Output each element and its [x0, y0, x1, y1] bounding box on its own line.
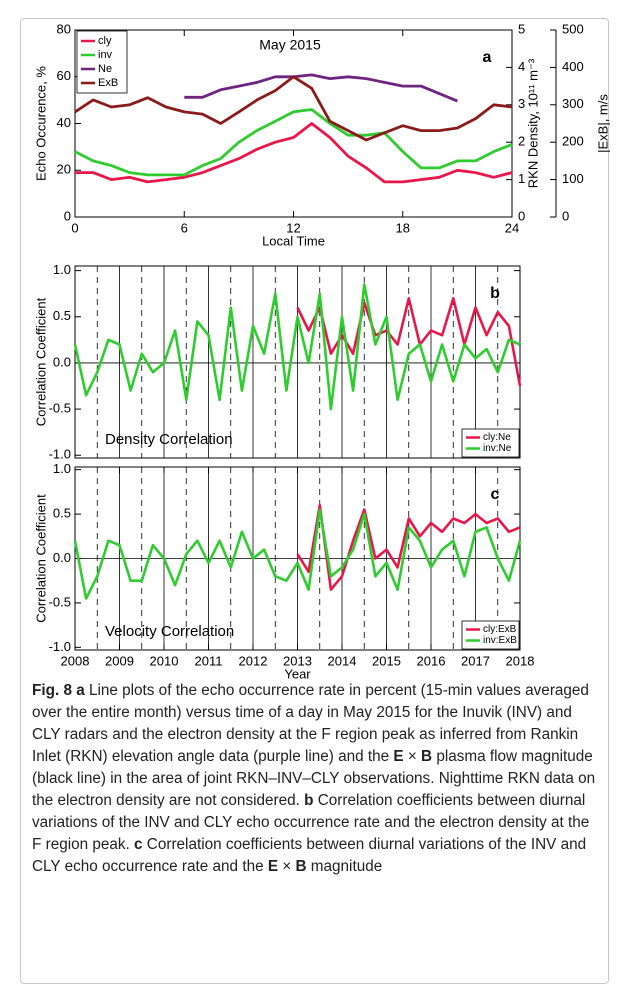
caption-text: Correlation coefficients between diurnal… — [32, 792, 590, 853]
x-tick-label: 2016 — [417, 653, 446, 668]
x-tick-label: 2013 — [283, 653, 312, 668]
y-tick-label: 0 — [518, 208, 525, 223]
x-axis-title: Local Time — [262, 233, 325, 248]
caption: Fig. 8 a Line plots of the echo occurren… — [32, 680, 602, 878]
caption-text: × — [278, 858, 296, 875]
y-tick-label: -0.5 — [49, 401, 71, 416]
series-line — [74, 75, 513, 142]
caption-text: B — [421, 748, 433, 765]
axis-title: Echo Occurence, % — [33, 66, 48, 181]
axis-title: RKN Density, 10¹¹ m⁻³ — [525, 58, 540, 188]
caption-text: × — [403, 748, 422, 765]
y-tick-label: 80 — [57, 21, 71, 36]
y-tick-label: 0.5 — [53, 506, 71, 521]
y-tick-label: 1.0 — [53, 262, 71, 277]
panel-label: c — [491, 486, 500, 503]
x-tick-label: 2010 — [150, 653, 179, 668]
x-axis-title: Year — [284, 666, 311, 680]
series-line — [75, 122, 513, 184]
y-tick-label: 0 — [562, 208, 569, 223]
axis-title: Correlation Coefficient — [33, 494, 48, 623]
caption-text: E — [267, 858, 279, 875]
caption-text: E — [393, 748, 404, 765]
y-tick-label: 1.0 — [53, 461, 71, 476]
plot-frame — [74, 29, 513, 218]
axis-title: Correlation Coefficient — [33, 297, 48, 426]
y-tick-label: 1 — [518, 171, 525, 186]
y-tick-label: 0 — [64, 208, 71, 223]
caption-text: Fig. 8 a — [32, 682, 85, 699]
caption-text: Correlation coefficients between diurnal… — [32, 836, 587, 875]
annotation: Velocity Correlation — [105, 623, 234, 640]
y-tick-label: 500 — [562, 21, 584, 36]
x-tick-label: 2017 — [461, 653, 490, 668]
caption-text: b — [304, 792, 314, 809]
legend-label: cly:ExB — [483, 624, 517, 635]
series-line — [296, 503, 521, 591]
chart-title: May 2015 — [259, 37, 321, 53]
x-tick-label: 2015 — [372, 653, 401, 668]
x-tick-label: 2018 — [506, 653, 535, 668]
y-tick-label: 20 — [57, 162, 71, 177]
x-tick-label: 2011 — [195, 653, 223, 668]
y-tick-label: -0.5 — [49, 594, 71, 609]
series-line — [73, 508, 522, 600]
y-tick-label: 4 — [518, 59, 525, 74]
series-line — [184, 73, 458, 103]
panel-label: b — [490, 285, 500, 302]
y-tick-label: 400 — [562, 59, 584, 74]
legend-label: cly:Ne — [483, 432, 511, 443]
caption-text: c — [134, 836, 143, 853]
caption-text: B — [295, 858, 307, 875]
legend-label: cly — [98, 35, 112, 47]
caption-text: magnitude — [306, 858, 383, 875]
y-tick-label: 100 — [562, 171, 584, 186]
y-tick-label: 0.5 — [53, 308, 71, 323]
x-tick-label: 6 — [181, 220, 188, 235]
legend-label: inv — [98, 49, 113, 61]
caption-text: plasma flow magnitude (black line) in th… — [32, 748, 596, 809]
y-tick-label: 3 — [518, 96, 525, 111]
panel-label: a — [483, 49, 492, 66]
y-tick-label: 40 — [57, 115, 71, 130]
y-tick-label: 60 — [57, 68, 71, 83]
series-line — [73, 283, 521, 411]
axis-title: |ExB|, m/s — [595, 94, 610, 153]
x-tick-label: 2009 — [105, 653, 134, 668]
y-tick-label: 300 — [562, 96, 584, 111]
legend-box — [461, 620, 520, 650]
chart: 0 6 12 18 240204060800123450100200300400500E… — [33, 21, 610, 680]
x-tick-label: 18 — [396, 220, 410, 235]
legend-label: inv:ExB — [483, 635, 517, 646]
y-tick-label: 200 — [562, 134, 584, 149]
x-tick-label: 12 — [286, 220, 300, 235]
x-tick-label: 2008 — [61, 653, 90, 668]
y-tick-label: -1.0 — [49, 639, 71, 654]
legend-label: Ne — [98, 63, 112, 75]
x-tick-label: 24 — [505, 220, 519, 235]
annotation: Density Correlation — [105, 431, 233, 448]
y-tick-label: 5 — [518, 21, 525, 36]
series-line — [296, 297, 522, 387]
series-line — [74, 108, 513, 177]
y-tick-label: 2 — [518, 134, 525, 149]
legend-label: ExB — [98, 77, 118, 89]
x-tick-label: 2014 — [328, 653, 357, 668]
y-tick-label: -1.0 — [49, 447, 71, 462]
x-tick-label: 2012 — [239, 653, 268, 668]
y-tick-label: 0.0 — [53, 550, 71, 565]
x-tick-label: 0 — [71, 220, 78, 235]
caption-text: Line plots of the echo occurrence rate i… — [32, 682, 589, 765]
legend-box — [461, 428, 520, 458]
y-tick-label: 0.0 — [53, 354, 71, 369]
legend-label: inv:Ne — [483, 443, 512, 454]
figure-frame — [20, 18, 609, 984]
